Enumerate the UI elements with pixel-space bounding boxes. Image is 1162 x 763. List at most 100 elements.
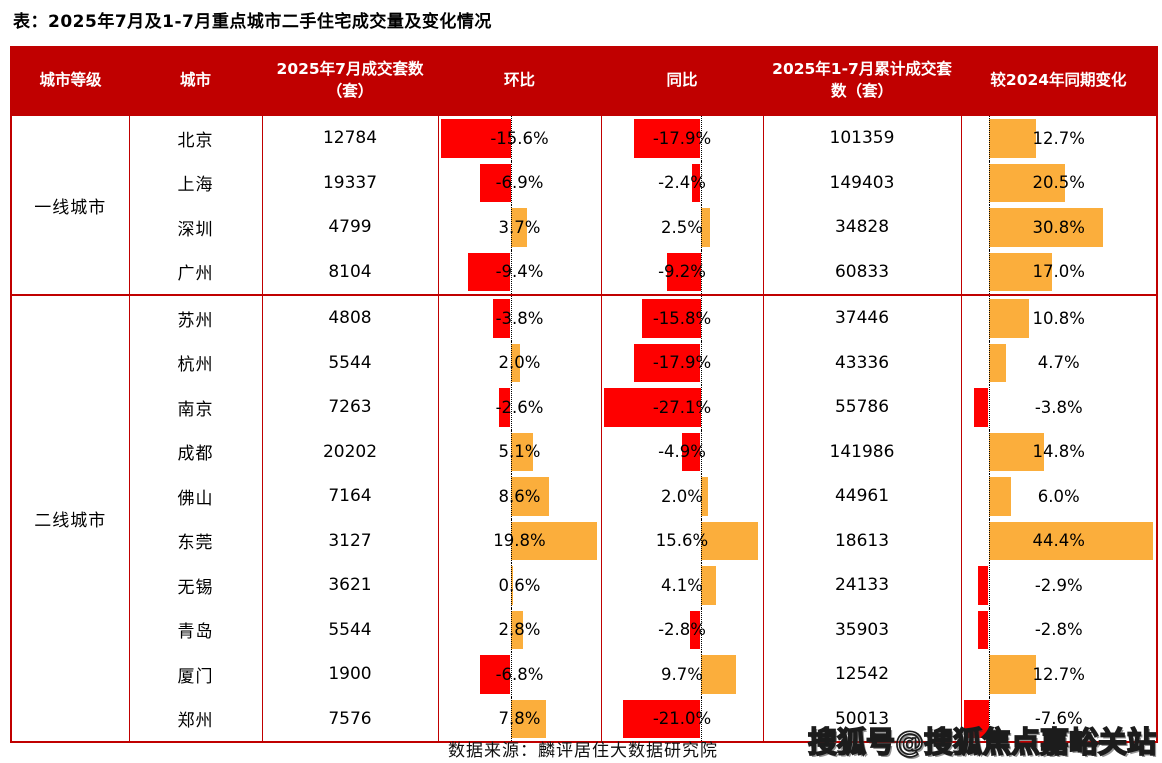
cum-yoy-value: 10.8% — [1032, 308, 1085, 328]
cum-sales-cell: 37446 — [762, 294, 962, 341]
city-cell: 南京 — [128, 385, 263, 430]
yoy-bar-cell: -17.9% — [600, 340, 764, 385]
yoy-bar — [690, 610, 701, 649]
table-row: 南京 7263 -2.6% -27.1% 55786 -3.8% — [11, 385, 1158, 430]
cum-yoy-value: 30.8% — [1032, 217, 1085, 237]
zero-axis-line — [988, 474, 990, 519]
cum-yoy-value: 14.8% — [1032, 442, 1085, 462]
yoy-bar — [700, 566, 716, 605]
zero-axis-line — [700, 296, 702, 341]
yoy-value: -17.9% — [652, 128, 712, 148]
yoy-value: 2.5% — [661, 217, 703, 237]
mom-value: 19.8% — [493, 531, 546, 551]
zero-axis-line — [700, 518, 702, 563]
header-cum-sales: 2025年1-7月累计成交套数（套） — [763, 47, 961, 115]
cum-sales-cell: 60833 — [762, 249, 962, 295]
mom-bar-cell: -9.4% — [437, 249, 602, 295]
mom-value: -3.8% — [495, 308, 544, 328]
cum-yoy-bar-cell: 12.7% — [960, 652, 1158, 697]
yoy-bar — [700, 477, 708, 516]
mom-bar — [510, 343, 520, 382]
zero-axis-line — [510, 385, 512, 430]
yoy-value: -9.2% — [658, 262, 706, 282]
zero-axis-line — [510, 340, 512, 385]
city-cell: 无锡 — [128, 563, 263, 608]
cum-sales-cell: 34828 — [762, 205, 962, 250]
cum-yoy-value: 12.7% — [1032, 128, 1085, 148]
city-cell: 广州 — [128, 249, 263, 295]
mom-value: 3.7% — [498, 217, 541, 237]
cum-yoy-bar — [978, 610, 989, 649]
cum-yoy-value: 44.4% — [1032, 531, 1085, 551]
mom-value: -6.9% — [495, 173, 544, 193]
yoy-value: -27.1% — [652, 397, 712, 417]
city-cell: 苏州 — [128, 294, 263, 341]
cum-sales-cell: 149403 — [762, 160, 962, 205]
yoy-value: 9.7% — [661, 664, 703, 684]
zero-axis-line — [510, 205, 512, 250]
cum-sales-cell: 12542 — [762, 652, 962, 697]
city-cell: 北京 — [128, 114, 263, 161]
cum-yoy-bar — [988, 119, 1036, 158]
mom-value: -6.8% — [495, 664, 544, 684]
yoy-bar — [700, 208, 710, 247]
mom-value: 5.1% — [498, 442, 541, 462]
zero-axis-line — [988, 296, 990, 341]
table-row: 厦门 1900 -6.8% 9.7% 12542 12.7% — [11, 652, 1158, 697]
cum-yoy-value: 17.0% — [1032, 262, 1085, 282]
yoy-bar-cell: 2.0% — [600, 474, 764, 519]
cum-yoy-bar-cell: -7.6% — [960, 696, 1158, 742]
table-row: 上海 19337 -6.9% -2.4% 149403 20.5% — [11, 160, 1158, 205]
zero-axis-line — [700, 340, 702, 385]
zero-axis-line — [988, 429, 990, 474]
zero-axis-line — [700, 563, 702, 608]
header-yoy-change: 同比 — [601, 47, 763, 115]
yoy-bar-cell: -27.1% — [600, 385, 764, 430]
yoy-bar-cell: -4.9% — [600, 429, 764, 474]
mom-bar — [510, 521, 597, 560]
mom-value: -9.4% — [495, 262, 544, 282]
yoy-value: 2.0% — [661, 486, 703, 506]
zero-axis-line — [988, 116, 990, 161]
zero-axis-line — [700, 607, 702, 652]
zero-axis-line — [988, 563, 990, 608]
watermark: 搜狐号@搜狐焦点嘉峪关站 — [807, 724, 1157, 760]
yoy-value: 15.6% — [655, 531, 709, 551]
zero-axis-line — [510, 652, 512, 697]
jul-sales-cell: 5544 — [261, 340, 439, 385]
cum-yoy-bar-cell: 10.8% — [960, 294, 1158, 341]
table-row: 杭州 5544 2.0% -17.9% 43336 4.7% — [11, 340, 1158, 385]
zero-axis-line — [700, 116, 702, 161]
city-cell: 成都 — [128, 429, 263, 474]
header-jul-sales: 2025年7月成交套数（套） — [262, 47, 438, 115]
yoy-bar-cell: -15.8% — [600, 294, 764, 341]
mom-bar-cell: -2.6% — [437, 385, 602, 430]
mom-bar-cell: 8.6% — [437, 474, 602, 519]
zero-axis-line — [988, 340, 990, 385]
yoy-bar-cell: 9.7% — [600, 652, 764, 697]
cum-yoy-bar — [977, 566, 989, 605]
jul-sales-cell: 12784 — [261, 114, 439, 161]
cum-sales-cell: 50013 — [762, 696, 962, 742]
city-cell: 郑州 — [128, 696, 263, 742]
table-row: 成都 20202 5.1% -4.9% 141986 14.8% — [11, 429, 1158, 474]
mom-bar — [510, 477, 550, 516]
cum-yoy-bar — [988, 477, 1011, 516]
yoy-value: -2.8% — [658, 620, 706, 640]
yoy-bar — [642, 299, 701, 338]
cum-yoy-bar-cell: 44.4% — [960, 518, 1158, 563]
mom-bar-cell: 0.6% — [437, 563, 602, 608]
zero-axis-line — [510, 429, 512, 474]
cum-yoy-bar — [974, 388, 989, 427]
table-row: 东莞 3127 19.8% 15.6% 18613 44.4% — [11, 518, 1158, 563]
tier-cell: 一线城市 — [10, 114, 130, 295]
table-row: 佛山 7164 8.6% 2.0% 44961 6.0% — [11, 474, 1158, 519]
header-mom-change: 环比 — [438, 47, 601, 115]
yoy-bar-cell: -2.4% — [600, 160, 764, 205]
header-city: 城市 — [129, 47, 262, 115]
header-row: 城市等级 城市 2025年7月成交套数（套） 环比 同比 2025年1-7月累计成交套数（… — [11, 47, 1157, 115]
mom-bar-cell: 3.7% — [437, 205, 602, 250]
jul-sales-cell: 1900 — [261, 652, 439, 697]
yoy-value: -15.8% — [652, 308, 712, 328]
mom-bar-cell: 7.8% — [437, 696, 602, 742]
